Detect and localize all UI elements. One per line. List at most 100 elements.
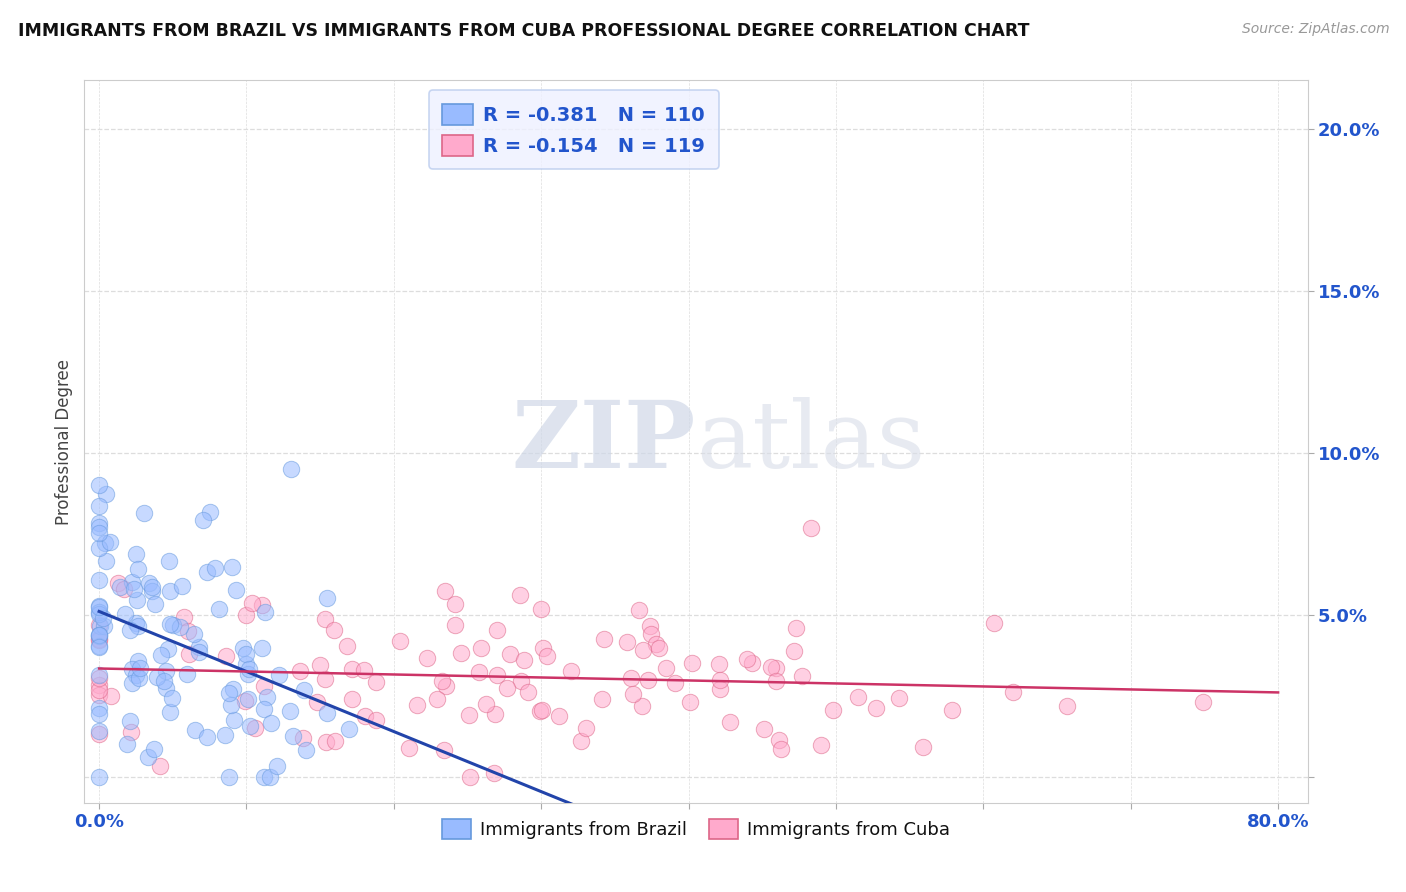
Point: [191, 513, 214, 527]
Point: [280, 462, 302, 476]
Point: [169, 620, 191, 634]
Point: [482, 766, 505, 780]
Point: [87, 668, 110, 682]
Point: [569, 733, 592, 747]
Point: [87, 688, 110, 702]
Point: [800, 521, 823, 535]
Point: [87, 607, 110, 621]
Point: [575, 722, 598, 736]
Point: [294, 743, 316, 757]
Point: [87, 499, 110, 513]
Point: [259, 770, 281, 784]
Point: [616, 635, 638, 649]
Point: [983, 615, 1005, 630]
Point: [912, 739, 935, 754]
Point: [87, 672, 110, 686]
Point: [253, 679, 276, 693]
Point: [364, 675, 387, 690]
Point: [434, 679, 457, 693]
Point: [644, 637, 666, 651]
Point: [510, 674, 533, 689]
Point: [236, 666, 259, 681]
Point: [233, 694, 256, 708]
Point: [87, 599, 110, 614]
Point: [416, 651, 439, 665]
Point: [183, 723, 205, 737]
Point: [512, 653, 534, 667]
Point: [153, 674, 176, 689]
Point: [623, 687, 645, 701]
Point: [87, 707, 110, 722]
Point: [475, 697, 498, 711]
Point: [353, 708, 375, 723]
Point: [631, 698, 654, 713]
Point: [128, 661, 150, 675]
Point: [315, 706, 337, 720]
Point: [314, 612, 336, 626]
Point: [87, 640, 110, 654]
Point: [177, 624, 200, 638]
Point: [94, 536, 117, 550]
Point: [122, 582, 145, 596]
Point: [256, 690, 278, 705]
Point: [157, 554, 180, 568]
Point: [533, 641, 555, 656]
Point: [364, 713, 387, 727]
Point: [87, 519, 110, 533]
Point: [204, 561, 226, 575]
Point: [468, 665, 491, 680]
Point: [530, 703, 553, 717]
Point: [98, 535, 121, 549]
Point: [398, 741, 420, 756]
Point: [162, 617, 184, 632]
Point: [117, 737, 139, 751]
Point: [810, 738, 832, 752]
Point: [125, 592, 148, 607]
Point: [87, 541, 110, 556]
Point: [434, 584, 457, 599]
Point: [741, 657, 763, 671]
Point: [87, 605, 110, 619]
Point: [638, 618, 661, 632]
Point: [145, 597, 167, 611]
Point: [426, 692, 449, 706]
Point: [221, 559, 243, 574]
Point: [278, 705, 301, 719]
Point: [239, 719, 262, 733]
Point: [143, 742, 166, 756]
Point: [183, 626, 205, 640]
Point: [155, 681, 177, 695]
Point: [709, 673, 731, 687]
Point: [846, 690, 869, 705]
Point: [124, 548, 146, 562]
Point: [547, 709, 569, 723]
Point: [232, 641, 254, 656]
Point: [628, 603, 651, 617]
Point: [759, 660, 782, 674]
Point: [707, 657, 730, 671]
Point: [215, 649, 238, 664]
Point: [100, 690, 122, 704]
Point: [560, 664, 582, 678]
Point: [146, 670, 169, 684]
Text: atlas: atlas: [696, 397, 925, 486]
Point: [198, 505, 221, 519]
Point: [87, 516, 110, 530]
Point: [87, 573, 110, 587]
Point: [821, 703, 844, 717]
Point: [93, 619, 115, 633]
Point: [188, 645, 211, 659]
Point: [214, 728, 236, 742]
Point: [389, 634, 412, 648]
Point: [1056, 698, 1078, 713]
Point: [443, 597, 465, 611]
Point: [243, 721, 266, 735]
Point: [783, 643, 806, 657]
Point: [141, 584, 163, 599]
Point: [87, 599, 110, 614]
Point: [120, 725, 142, 739]
Text: IMMIGRANTS FROM BRAZIL VS IMMIGRANTS FROM CUBA PROFESSIONAL DEGREE CORRELATION C: IMMIGRANTS FROM BRAZIL VS IMMIGRANTS FRO…: [18, 22, 1029, 40]
Point: [118, 623, 141, 637]
Point: [159, 705, 181, 719]
Y-axis label: Professional Degree: Professional Degree: [55, 359, 73, 524]
